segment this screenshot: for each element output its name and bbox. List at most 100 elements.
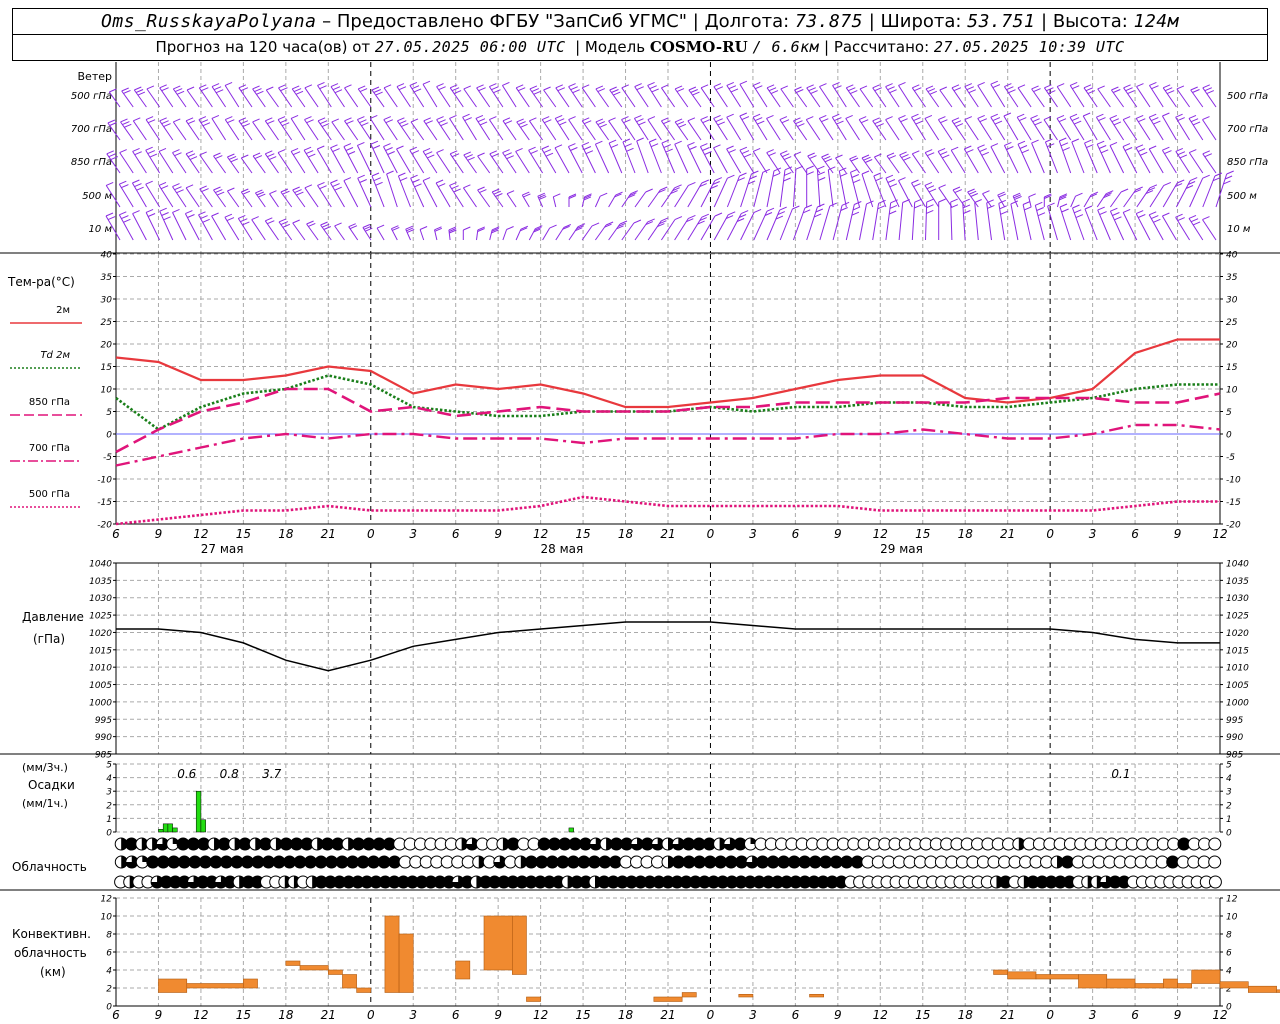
barb-feather [227, 119, 235, 124]
barb-feather [1149, 184, 1158, 189]
barb-feather [872, 117, 880, 122]
wind-barb [835, 154, 847, 174]
barb-staff [819, 86, 834, 108]
barb-staff [476, 87, 491, 108]
barb-feather [359, 179, 367, 183]
wind-barb [660, 216, 683, 241]
barb-staff [687, 120, 702, 141]
barb-feather [346, 120, 354, 125]
barb-staff [410, 121, 425, 141]
barb-feather [576, 225, 584, 230]
wind-barb [185, 117, 200, 141]
barb-staff [303, 149, 319, 174]
barb-feather [269, 156, 277, 161]
barb-feather [397, 117, 405, 122]
barb-feather [292, 85, 300, 90]
barb-feather [331, 118, 339, 123]
y-tick-label-right: 8 [1226, 931, 1232, 941]
barb-feather [252, 85, 260, 90]
barb-feather [814, 213, 822, 218]
conv-bar [285, 960, 301, 966]
wind-barb [806, 84, 821, 108]
barb-feather [491, 86, 499, 91]
wind-barb [1109, 141, 1125, 174]
precip-bar [167, 823, 173, 833]
precip-total: 0.6 [177, 767, 196, 781]
barb-staff [172, 212, 187, 241]
conv-bar [299, 965, 329, 971]
barb-feather [293, 88, 302, 93]
cloud-symbol [455, 837, 469, 851]
conv-bar [356, 987, 372, 993]
barb-feather [187, 153, 196, 158]
cloud-symbol [1208, 855, 1222, 869]
barb-feather [974, 199, 982, 203]
wind-barb [423, 117, 438, 141]
barb-staff [269, 193, 279, 208]
cloud-symbol [232, 875, 246, 889]
x-tick-label: 9 [494, 1008, 502, 1022]
barb-feather [1019, 117, 1027, 122]
wind-barb [120, 118, 134, 141]
barb-staff [1071, 141, 1085, 174]
barb-feather [817, 171, 825, 176]
barb-feather [1164, 150, 1172, 155]
barb-feather [398, 86, 407, 91]
barb-staff [477, 155, 491, 174]
cloud-symbol [1208, 837, 1222, 851]
barb-feather [1149, 145, 1157, 150]
wind-barb [568, 223, 586, 241]
y-tick-label-left: 1015 [89, 646, 112, 656]
wind-barb [951, 84, 966, 108]
barb-feather [803, 209, 811, 214]
x-tick-label: 18 [278, 527, 294, 541]
barb-feather [185, 210, 193, 215]
wind-barb [1215, 170, 1234, 208]
barb-staff [872, 203, 880, 241]
wind-barb [950, 146, 966, 174]
barb-staff [911, 153, 926, 174]
barb-feather [1058, 118, 1067, 123]
barb-staff [939, 89, 953, 108]
barb-feather [1104, 192, 1112, 197]
barb-feather [865, 159, 873, 163]
conv-bar [1134, 983, 1164, 989]
barb-feather [492, 188, 500, 193]
barb-feather [187, 120, 196, 125]
barb-feather [1010, 200, 1019, 205]
barb-feather [308, 153, 316, 158]
barb-staff [1097, 209, 1111, 241]
barb-feather [119, 180, 127, 185]
x-tick-label: 6 [112, 1008, 120, 1022]
wind-barb [198, 84, 213, 108]
barb-feather [1028, 193, 1036, 198]
wind-barb [1202, 84, 1217, 108]
barb-staff [1034, 205, 1045, 241]
barb-feather [292, 186, 300, 191]
barb-feather [817, 165, 825, 170]
wind-barb [1097, 85, 1111, 108]
barb-feather [1110, 207, 1118, 212]
cloud-fill [606, 838, 613, 851]
wind-barb [568, 193, 577, 207]
wind-barb [793, 151, 808, 174]
barb-staff [621, 222, 635, 241]
cloud-symbol [269, 837, 283, 851]
barb-feather [502, 81, 510, 86]
barb-feather [638, 121, 646, 126]
barb-feather [528, 146, 536, 151]
wind-barb [752, 113, 768, 141]
barb-staff [1022, 204, 1032, 241]
barb-feather [373, 177, 381, 182]
wind-barb [911, 179, 926, 208]
barb-feather [702, 147, 710, 151]
barb-staff [608, 142, 623, 174]
wind-barbs [105, 80, 1234, 241]
wind-barb [807, 152, 821, 174]
barb-feather [282, 223, 290, 228]
barb-feather [624, 143, 632, 148]
cloud-symbol [493, 855, 507, 869]
barb-staff [1202, 175, 1216, 208]
barb-feather [804, 204, 813, 209]
barb-staff [998, 203, 1006, 241]
